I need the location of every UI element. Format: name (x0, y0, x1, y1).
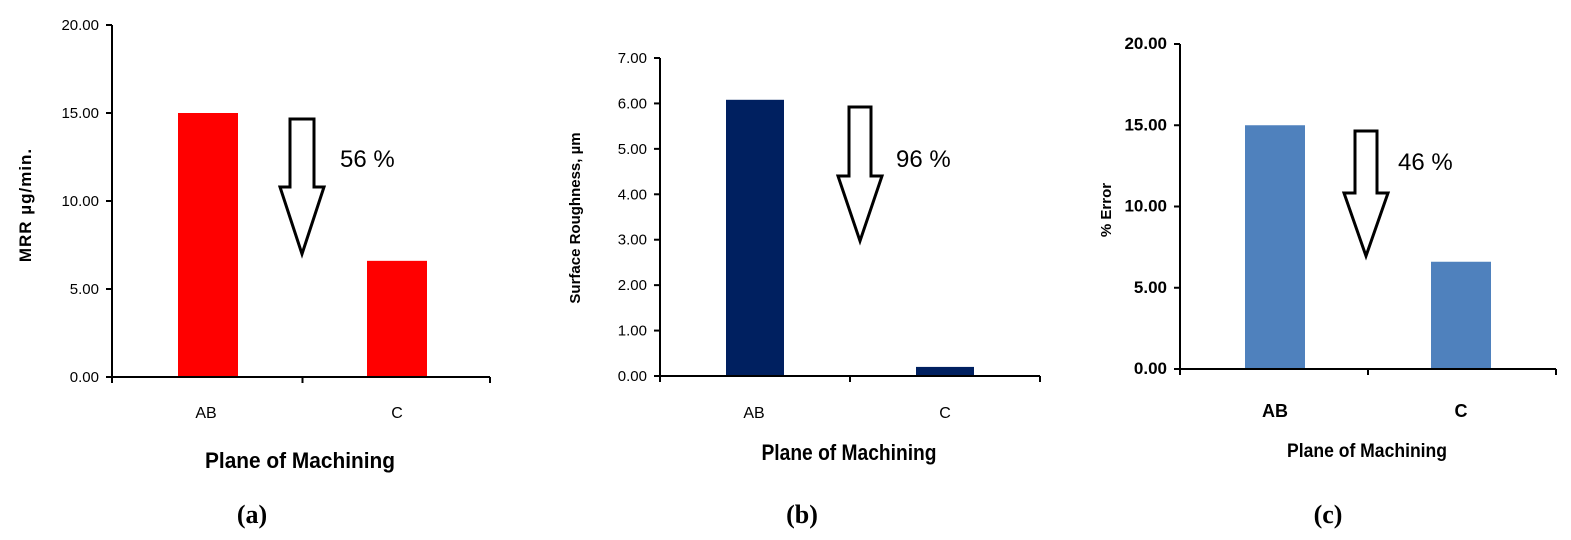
x-axis-ticks (659, 376, 1041, 382)
chart-a: 0.00 5.00 10.00 15.00 20.00 AB C Plane of Ma… (16, 17, 491, 529)
chart-b: 0.00 1.00 2.00 3.00 4.00 5.00 6.00 7.00 AB C Pl… (567, 50, 1041, 529)
y-tick-label: 20.00 (61, 17, 99, 34)
decrease-arrow (835, 105, 885, 246)
category-label-c: C (939, 405, 951, 422)
y-tick-label: 6.00 (618, 95, 647, 112)
reduction-annotation: 96 % (896, 146, 951, 173)
bar-c (1431, 261, 1491, 369)
x-axis-ticks (1179, 369, 1557, 375)
panel-label: (b) (786, 500, 818, 529)
decrease-arrow (277, 117, 327, 259)
bar-ab (726, 99, 784, 377)
y-axis-ticks: 0.00 1.00 2.00 3.00 4.00 5.00 6.00 7.00 (618, 50, 660, 385)
chart-c: 0.00 5.00 10.00 15.00 20.00 AB C Plane of Ma… (1098, 34, 1557, 529)
bars (1245, 125, 1491, 369)
y-tick-label: 5.00 (618, 141, 647, 158)
y-tick-label: 1.00 (618, 323, 647, 340)
bar-c (916, 366, 974, 376)
x-axis-title: Plane of Machining (762, 440, 937, 465)
x-axis-title: Plane of Machining (1287, 441, 1447, 462)
reduction-annotation: 46 % (1398, 149, 1453, 176)
category-label-c: C (391, 405, 403, 422)
y-axis-title: Surface Roughness, µm (567, 132, 584, 303)
y-tick-label: 0.00 (70, 369, 99, 386)
category-label-c: C (1455, 401, 1468, 421)
decrease-arrow (1341, 129, 1391, 261)
reduction-annotation: 56 % (340, 146, 395, 173)
y-tick-label: 15.00 (61, 105, 99, 122)
bar-ab (1245, 125, 1305, 369)
y-tick-label: 15.00 (1124, 115, 1167, 134)
category-label-ab: AB (195, 405, 216, 422)
y-tick-label: 2.00 (618, 277, 647, 294)
y-tick-label: 0.00 (1134, 359, 1167, 378)
y-tick-label: 0.00 (618, 368, 647, 385)
y-tick-label: 7.00 (618, 50, 647, 67)
panel-label: (a) (237, 500, 267, 529)
bar-ab (178, 113, 238, 377)
category-label-ab: AB (743, 405, 764, 422)
y-tick-label: 5.00 (70, 281, 99, 298)
x-axis-ticks (111, 377, 491, 383)
category-label-ab: AB (1262, 401, 1288, 421)
x-axis-title: Plane of Machining (205, 448, 395, 473)
y-axis-title: MRR µg/min. (16, 148, 35, 262)
bars (726, 99, 974, 377)
y-tick-label: 5.00 (1134, 278, 1167, 297)
y-tick-label: 20.00 (1124, 34, 1167, 53)
y-tick-label: 10.00 (1124, 197, 1167, 216)
y-tick-label: 4.00 (618, 186, 647, 203)
y-axis-ticks: 0.00 5.00 10.00 15.00 20.00 (1124, 34, 1180, 378)
y-axis-title: % Error (1098, 183, 1115, 237)
y-tick-label: 10.00 (61, 193, 99, 210)
y-tick-label: 3.00 (618, 232, 647, 249)
y-axis-ticks: 0.00 5.00 10.00 15.00 20.00 (61, 17, 112, 386)
bar-c (367, 260, 427, 377)
panel-label: (c) (1314, 500, 1343, 529)
bars (178, 113, 427, 377)
